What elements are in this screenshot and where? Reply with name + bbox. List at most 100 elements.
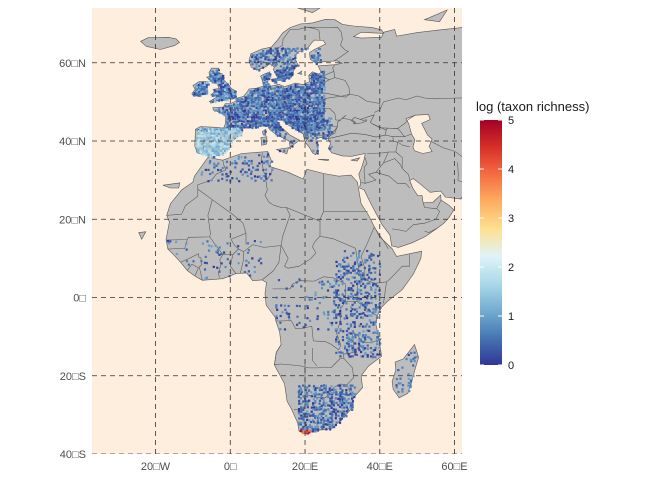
- occurrence-point: [315, 81, 318, 84]
- occurrence-point: [367, 276, 371, 279]
- occurrence-point: [271, 116, 274, 119]
- occurrence-point: [197, 88, 201, 91]
- occurrence-point: [263, 120, 266, 123]
- occurrence-point: [305, 48, 308, 51]
- occurrence-point: [334, 417, 337, 420]
- occurrence-point: [279, 65, 283, 68]
- occurrence-point: [294, 85, 297, 88]
- occurrence-point: [361, 272, 364, 275]
- occurrence-point: [345, 391, 348, 394]
- occurrence-point: [317, 113, 320, 116]
- occurrence-point: [273, 94, 276, 97]
- occurrence-point: [351, 330, 354, 333]
- occurrence-point: [305, 128, 308, 131]
- occurrence-point: [211, 147, 214, 150]
- occurrence-point: [312, 420, 315, 424]
- occurrence-point: [288, 317, 291, 320]
- occurrence-point: [205, 145, 208, 148]
- occurrence-point: [229, 170, 232, 174]
- occurrence-point: [250, 177, 253, 180]
- occurrence-point: [214, 73, 217, 76]
- occurrence-point: [309, 84, 312, 87]
- occurrence-point: [319, 60, 322, 63]
- occurrence-point: [342, 330, 345, 333]
- occurrence-point: [282, 63, 285, 66]
- occurrence-point: [219, 143, 222, 146]
- occurrence-point: [289, 120, 292, 123]
- occurrence-point: [287, 71, 290, 74]
- occurrence-point: [304, 423, 307, 427]
- occurrence-point: [310, 103, 313, 106]
- occurrence-point: [274, 52, 277, 55]
- occurrence-point: [322, 410, 325, 413]
- occurrence-point: [267, 123, 270, 126]
- occurrence-point: [263, 133, 266, 136]
- occurrence-point: [251, 92, 254, 95]
- occurrence-point: [339, 419, 342, 422]
- occurrence-point: [269, 73, 272, 76]
- occurrence-point: [273, 117, 276, 120]
- occurrence-point: [267, 107, 270, 110]
- occurrence-point: [343, 393, 346, 396]
- occurrence-point: [275, 120, 278, 123]
- occurrence-point: [350, 344, 353, 347]
- occurrence-point: [200, 260, 203, 263]
- occurrence-point: [339, 405, 342, 408]
- occurrence-point: [401, 388, 404, 391]
- occurrence-point: [216, 92, 219, 95]
- occurrence-point: [267, 87, 270, 90]
- occurrence-point: [395, 378, 398, 381]
- occurrence-point: [321, 99, 324, 102]
- occurrence-point: [231, 139, 235, 142]
- occurrence-point: [249, 60, 252, 63]
- occurrence-point: [339, 270, 342, 273]
- occurrence-point: [322, 101, 326, 104]
- occurrence-point: [311, 77, 314, 81]
- occurrence-point: [312, 91, 315, 94]
- occurrence-point: [204, 168, 207, 171]
- occurrence-point: [275, 304, 278, 307]
- occurrence-point: [364, 351, 367, 355]
- occurrence-point: [330, 404, 333, 407]
- occurrence-point: [357, 342, 361, 345]
- occurrence-point: [324, 408, 327, 412]
- occurrence-point: [212, 74, 215, 77]
- occurrence-point: [284, 48, 287, 51]
- occurrence-point: [286, 111, 289, 114]
- occurrence-point: [253, 265, 256, 269]
- occurrence-point: [219, 127, 222, 130]
- occurrence-point: [268, 78, 271, 81]
- occurrence-point: [352, 312, 355, 316]
- occurrence-point: [286, 71, 289, 74]
- occurrence-point: [317, 428, 320, 431]
- occurrence-point: [211, 149, 214, 152]
- occurrence-point: [353, 313, 356, 316]
- occurrence-point: [323, 94, 326, 97]
- occurrence-point: [322, 397, 325, 400]
- occurrence-point: [366, 310, 369, 313]
- occurrence-point: [320, 287, 324, 290]
- occurrence-point: [306, 400, 309, 403]
- occurrence-point: [207, 147, 210, 150]
- occurrence-point: [337, 276, 341, 279]
- occurrence-point: [272, 60, 275, 63]
- occurrence-point: [247, 109, 250, 113]
- occurrence-point: [276, 88, 279, 91]
- occurrence-point: [213, 156, 216, 159]
- occurrence-point: [203, 132, 207, 135]
- occurrence-point: [267, 73, 270, 76]
- occurrence-point: [277, 100, 280, 104]
- occurrence-point: [322, 121, 325, 124]
- occurrence-point: [278, 52, 281, 55]
- occurrence-point: [323, 408, 326, 411]
- occurrence-point: [292, 109, 295, 112]
- occurrence-point: [262, 155, 266, 158]
- occurrence-point: [301, 50, 304, 53]
- occurrence-point: [288, 115, 291, 118]
- occurrence-point: [306, 89, 309, 92]
- occurrence-point: [312, 115, 315, 118]
- occurrence-point: [312, 408, 315, 411]
- occurrence-point: [289, 107, 292, 110]
- occurrence-point: [321, 102, 324, 105]
- occurrence-point: [300, 390, 303, 394]
